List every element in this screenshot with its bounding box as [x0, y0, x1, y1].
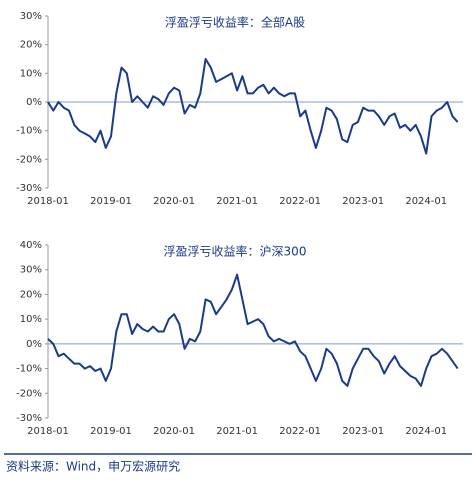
y-tick-label: -20% [16, 154, 42, 165]
x-tick-label: 2021-01 [216, 426, 258, 437]
y-tick-label: 20% [20, 40, 42, 51]
y-tick-label: 30% [20, 265, 42, 276]
x-tick-label: 2019-01 [90, 426, 132, 437]
y-tick-label: -20% [16, 388, 42, 399]
x-tick-label: 2018-01 [27, 426, 69, 437]
x-tick-label: 2019-01 [90, 196, 132, 207]
series-line [47, 58, 459, 155]
y-tick-label: 40% [20, 240, 42, 251]
y-tick-label: -10% [16, 126, 42, 137]
x-tick-label: 2024-01 [405, 196, 447, 207]
y-tick-label: 20% [20, 289, 42, 300]
x-tick-label: 2020-01 [153, 196, 195, 207]
x-tick-label: 2022-01 [279, 426, 321, 437]
y-tick-label: -30% [16, 413, 42, 424]
y-tick-label: 0% [26, 97, 42, 108]
x-tick-label: 2022-01 [279, 196, 321, 207]
y-tick-label: 30% [20, 11, 42, 22]
x-tick-label: 2024-01 [405, 426, 447, 437]
y-tick-label: -10% [16, 364, 42, 375]
y-tick-label: 10% [20, 314, 42, 325]
y-tick-label: 0% [26, 339, 42, 350]
y-tick-label: -30% [16, 183, 42, 194]
x-tick-label: 2018-01 [27, 196, 69, 207]
chart-title: 浮盈浮亏收益率：全部A股 [165, 15, 305, 30]
chart-title: 浮盈浮亏收益率：沪深300 [164, 244, 307, 259]
y-tick-label: 10% [20, 68, 42, 79]
x-tick-label: 2023-01 [342, 196, 384, 207]
source-note: 资料来源：Wind，申万宏源研究 [6, 459, 180, 474]
series-line [47, 273, 459, 387]
x-tick-label: 2020-01 [153, 426, 195, 437]
x-tick-label: 2021-01 [216, 196, 258, 207]
x-tick-label: 2023-01 [342, 426, 384, 437]
